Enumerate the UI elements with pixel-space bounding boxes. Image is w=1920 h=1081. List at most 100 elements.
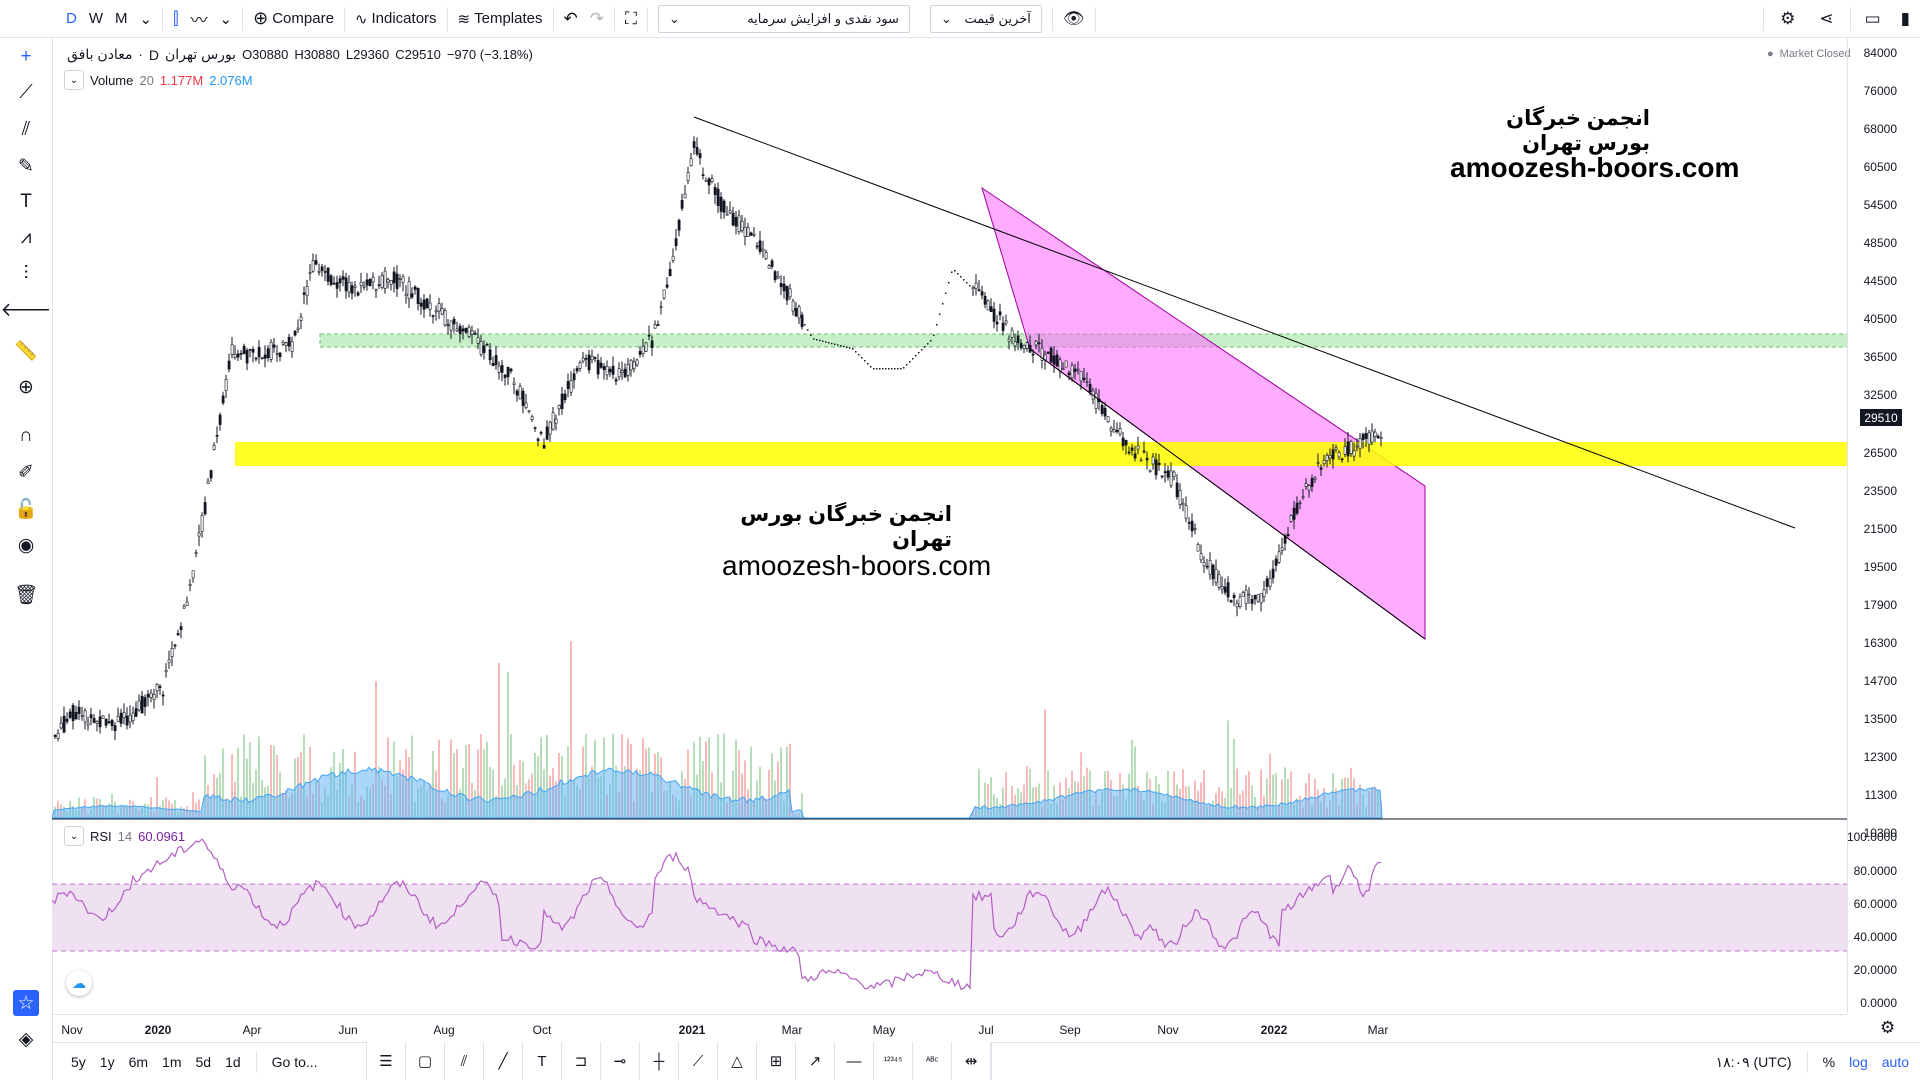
candle-body — [653, 324, 657, 329]
candle-body — [1325, 455, 1329, 461]
volume-bar — [513, 764, 515, 818]
percent-toggle[interactable]: % — [1822, 1054, 1836, 1070]
pitchfork-icon[interactable]: ⫽ — [21, 119, 31, 140]
volume-bar — [432, 751, 434, 818]
date-range-icon[interactable]: ⊞ — [757, 1042, 796, 1080]
candle-body — [368, 279, 372, 287]
candle-body — [1349, 441, 1353, 454]
candle-body — [1274, 558, 1278, 566]
price-type-select[interactable]: آخرین قیمت ⌄ — [929, 4, 1042, 33]
candle-body — [68, 711, 72, 718]
price-axis-label: 19500 — [1863, 560, 1897, 574]
volume-bar — [978, 768, 980, 818]
candle-body — [1271, 568, 1275, 579]
volume-bar — [1287, 778, 1289, 818]
horizontal-lines-icon[interactable]: ☰ — [367, 1042, 406, 1080]
interval-m[interactable]: M — [115, 10, 128, 27]
line-chart-icon[interactable]: 〰 — [190, 11, 208, 30]
candle-body — [1019, 342, 1023, 349]
range-1d[interactable]: 1d — [225, 1054, 241, 1070]
redo-icon[interactable]: ↷ — [589, 8, 604, 28]
fullscreen-icon[interactable]: ⛶ — [625, 8, 637, 28]
exchange-name: بورس تهران — [164, 46, 237, 62]
rectangle-icon[interactable]: ▢ — [406, 1042, 445, 1080]
layers-icon[interactable]: ◈ — [18, 1028, 34, 1050]
text-icon[interactable]: T — [20, 191, 32, 212]
chart-type-dropdown-icon[interactable]: ⌄ — [219, 10, 233, 28]
trash-icon[interactable]: ▮ — [1900, 8, 1910, 28]
cloud-logo-icon[interactable]: ☁ — [66, 970, 92, 996]
auto-toggle[interactable]: auto — [1881, 1054, 1909, 1070]
share-icon[interactable]: ⋖ — [1819, 8, 1834, 28]
eye-icon[interactable]: 👁 — [1062, 8, 1085, 28]
interval-d[interactable]: D — [66, 10, 77, 27]
axis-settings-gear-icon[interactable]: ⚙ — [1880, 1018, 1896, 1037]
volume-bars — [54, 641, 1382, 818]
favorites-star-icon[interactable]: ☆ — [13, 990, 39, 1016]
cross-line-icon[interactable]: ┼ — [640, 1042, 679, 1080]
price-dot — [933, 334, 935, 336]
symbol-legend: معادن بافق · D بورس تهران O30880 H30880 … — [67, 46, 533, 63]
clock[interactable]: ۱۸:۰۹ (UTC) — [1715, 1053, 1792, 1070]
eye-icon[interactable]: ◉ — [17, 534, 35, 556]
log-toggle[interactable]: log — [1849, 1054, 1868, 1070]
measure-icon[interactable]: ⇹ — [952, 1042, 991, 1080]
undo-icon[interactable]: ↶ — [563, 8, 578, 28]
path-icon[interactable]: ⟋ — [679, 1042, 718, 1080]
indicator-select[interactable]: سود نقدی و افزایش سرمایه ⌄ — [657, 4, 910, 33]
range-5d[interactable]: 5d — [195, 1054, 212, 1070]
range-1y[interactable]: 1y — [99, 1054, 115, 1070]
collapse-rsi-button[interactable]: ⌄ — [64, 826, 84, 846]
range-5y[interactable]: 5y — [71, 1054, 86, 1070]
snapshot-icon[interactable]: ▭ — [1864, 8, 1881, 28]
candle-body — [1301, 496, 1305, 499]
interval-dropdown-icon[interactable]: ⌄ — [139, 10, 153, 28]
candles-icon[interactable]: ⫿ — [173, 8, 179, 28]
range-1m[interactable]: 1m — [162, 1054, 182, 1070]
price-axis[interactable]: 84000 76000 68000 60500 54500 48500 44500 40500… — [1847, 38, 1920, 1013]
brush-icon[interactable]: ✎ — [18, 155, 34, 177]
parallel-channel-icon[interactable]: ⫽ — [445, 1042, 484, 1080]
indicators-button[interactable]: ∿ Indicators — [354, 10, 437, 28]
collapse-volume-button[interactable]: ⌄ — [64, 70, 84, 90]
lock-icon[interactable]: 🔓 — [14, 499, 38, 520]
time-axis[interactable]: Nov 2020 Apr Jun Aug Oct 2021 Mar May Jul Sep Nov 20… — [52, 1014, 1847, 1042]
trend-line-icon[interactable]: ⟋ — [19, 82, 33, 103]
horizontal-line-icon[interactable]: — — [835, 1042, 874, 1080]
candle-body — [725, 213, 729, 216]
volume-bar — [1218, 787, 1220, 818]
line-icon[interactable]: ╱ — [484, 1042, 523, 1080]
price-dot — [948, 282, 950, 284]
compare-button[interactable]: ⊕ Compare — [253, 8, 334, 28]
ruler-icon[interactable]: 📏 — [14, 341, 38, 362]
candle-body — [800, 314, 804, 328]
settings-gear-icon[interactable]: ⚙ — [1780, 8, 1796, 28]
templates-button[interactable]: ≋ Templates — [457, 10, 543, 28]
candle-body — [638, 350, 642, 355]
stay-drawing-icon[interactable]: ✐ — [18, 461, 34, 483]
horizontal-ray-icon[interactable]: ⊸ — [601, 1042, 640, 1080]
candle-body — [614, 379, 618, 382]
pattern-icon[interactable]: ⩘ — [20, 227, 32, 248]
candle-body — [257, 346, 261, 358]
zoom-in-icon[interactable]: ⊕ — [18, 376, 34, 398]
candle-body — [1145, 457, 1149, 461]
ray-icon[interactable]: ↗ — [796, 1042, 835, 1080]
candle-body — [200, 515, 204, 532]
interval-w[interactable]: W — [88, 10, 104, 27]
trash-icon[interactable]: 🗑 — [13, 585, 39, 606]
range-6m[interactable]: 6m — [128, 1054, 149, 1070]
price-chart[interactable] — [52, 38, 1847, 1014]
goto-button[interactable]: Go to... — [271, 1054, 318, 1070]
wave-12345-icon[interactable]: ¹²³⁴⁵ — [874, 1042, 913, 1080]
volume-bar — [537, 756, 539, 818]
text-icon[interactable]: T — [523, 1042, 562, 1080]
symbol-name[interactable]: معادن بافق — [67, 46, 133, 62]
back-arrow-icon[interactable]: 🡐 — [0, 300, 52, 321]
magnet-icon[interactable]: ∩ — [19, 425, 33, 446]
wave-abc-icon[interactable]: ᴬᴮᶜ — [913, 1042, 952, 1080]
crosshair-icon[interactable]: + — [20, 46, 32, 67]
prediction-icon[interactable]: ⫶ — [23, 263, 29, 284]
triangle-icon[interactable]: △ — [718, 1042, 757, 1080]
callout-icon[interactable]: ⊐ — [562, 1042, 601, 1080]
